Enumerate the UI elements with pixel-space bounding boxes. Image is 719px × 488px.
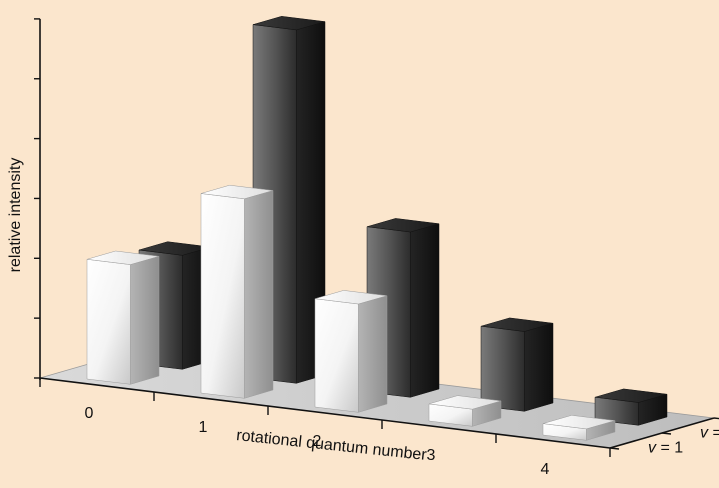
bar-top [86, 250, 160, 265]
x-axis-ticks [39, 378, 611, 457]
bar-v2-3 [480, 317, 554, 412]
bar-front [480, 325, 525, 412]
bar-v1-1 [200, 184, 274, 399]
depth-tick [609, 447, 620, 450]
bar-top [314, 290, 388, 305]
x-axis-label: rotational quantum number [235, 427, 428, 464]
y-axis-label: relative intensity [7, 158, 24, 273]
depth-tick [713, 417, 719, 420]
bar-side [244, 190, 274, 399]
bar-side [358, 295, 388, 413]
x-tick-label: 1 [199, 419, 208, 436]
x-tick-label: 3 [427, 447, 436, 464]
x-tick-label: 2 [313, 433, 322, 450]
series-label: v = 1 [648, 440, 683, 457]
x-tick-label: 0 [85, 405, 94, 422]
bar-top [594, 388, 668, 403]
y-axis-ticks [34, 18, 40, 379]
bar-v1-0 [86, 250, 160, 385]
bar-v1-3 [428, 395, 502, 427]
bar-top [366, 218, 440, 233]
bar-top [252, 16, 326, 31]
bar-side [130, 255, 160, 385]
series-label: v = 2 [700, 425, 719, 442]
bar-top [542, 415, 616, 430]
bars [86, 16, 668, 441]
bar-front [314, 298, 359, 413]
x-tick-labels: 0 1 2 3 4 [85, 405, 550, 478]
bar-v1-4 [542, 415, 616, 441]
depth-tick [661, 432, 672, 435]
bar-v1-2 [314, 290, 388, 413]
bar-front [86, 259, 131, 385]
series-labels: v = 1 v = 2 [648, 425, 719, 457]
bar-top [428, 395, 502, 410]
bar-side [524, 322, 554, 412]
bar-side [410, 223, 440, 398]
x-tick-label: 4 [541, 461, 550, 478]
bar-top [480, 317, 554, 332]
bar-front [200, 193, 245, 399]
bar-top [200, 184, 274, 200]
x-axis-line [39, 377, 611, 449]
bar-v2-4 [594, 388, 668, 426]
bar-v2-2 [366, 218, 440, 398]
